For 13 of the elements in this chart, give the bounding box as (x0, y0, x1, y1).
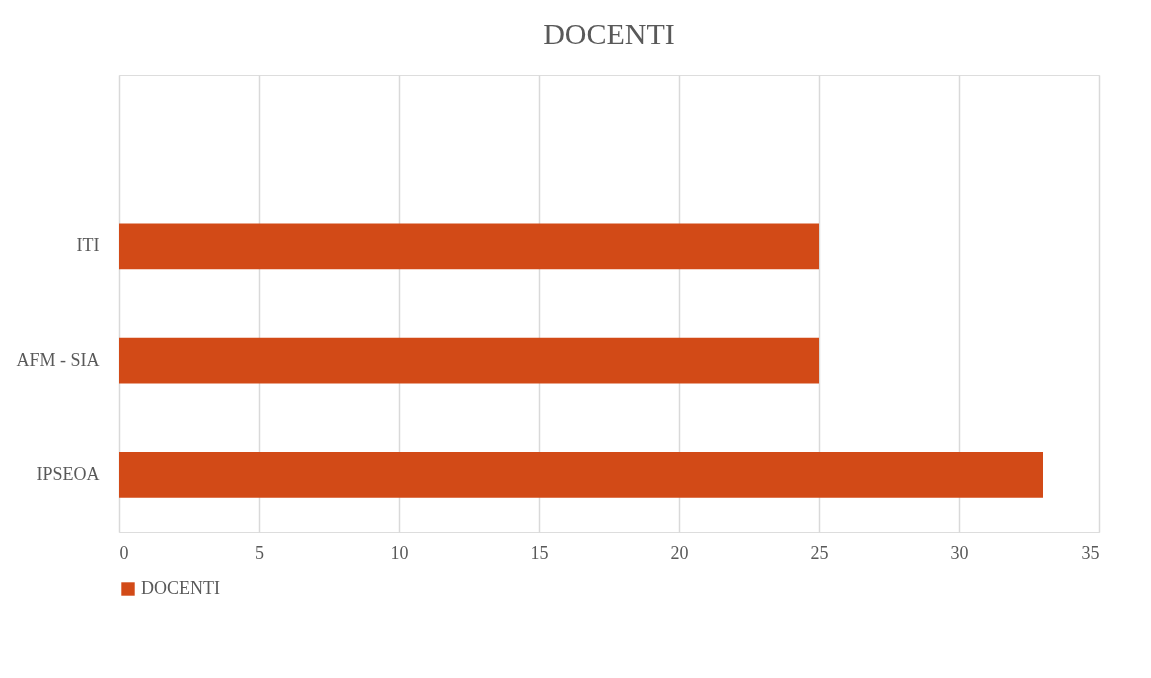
x-tick-label: 20 (670, 542, 689, 563)
x-tick-label: 10 (390, 542, 409, 563)
x-tick-label: 0 (119, 542, 129, 563)
x-tick-label: 30 (950, 542, 969, 563)
legend-label: DOCENTI (141, 578, 220, 598)
chart-title: DOCENTI (543, 17, 675, 50)
x-tick-label: 15 (530, 542, 549, 563)
x-tick-label: 25 (810, 542, 829, 563)
x-tick-label: 5 (255, 542, 264, 563)
y-tick-label: AFM - SIA (16, 349, 100, 370)
y-tick-label: IPSEOA (36, 463, 100, 484)
x-tick-label: 35 (1081, 542, 1100, 563)
y-tick-label: ITI (76, 235, 100, 256)
